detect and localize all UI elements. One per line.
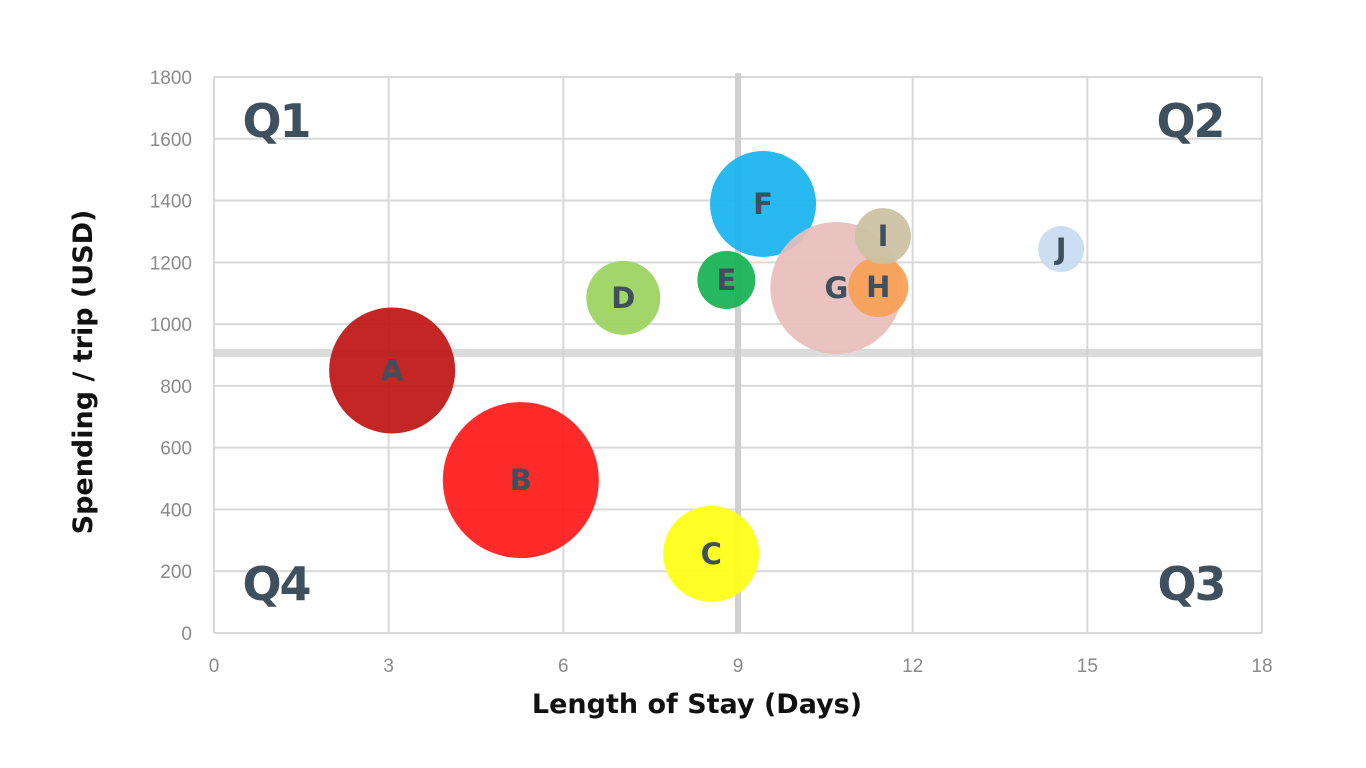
bubble-circle: [586, 260, 661, 335]
bubble-label: J: [1054, 232, 1067, 266]
bubble-label: D: [611, 281, 635, 315]
y-tick-label: 200: [160, 562, 192, 583]
bubble-label: B: [510, 463, 532, 497]
y-tick-label: 0: [181, 624, 192, 645]
bubble-label: A: [381, 353, 404, 387]
x-tick-label: 18: [1251, 656, 1272, 677]
bubble-circle: [710, 150, 817, 257]
bubble-f: F: [710, 150, 817, 257]
bubble-d: D: [586, 260, 661, 335]
x-tick-label: 3: [383, 656, 394, 677]
bubble-circle: [442, 402, 599, 559]
quadrant-labels: Q1 Q2 Q3 Q4: [242, 94, 1226, 611]
quadrant-label-q3: Q3: [1157, 557, 1224, 611]
y-tick-label: 600: [160, 439, 192, 460]
x-tick-label: 12: [902, 656, 923, 677]
quadrant-label-q2: Q2: [1156, 94, 1223, 148]
bubble-circle: [854, 208, 911, 265]
x-tick-label: 6: [558, 656, 569, 677]
x-axis-title: Length of Stay (Days): [532, 689, 862, 720]
bubble-j: J: [1038, 226, 1085, 273]
y-tick-label: 800: [160, 377, 192, 398]
bubble-label: I: [878, 219, 889, 253]
bubble-label: F: [753, 187, 773, 221]
quadrant-label-q1: Q1: [242, 94, 309, 148]
y-tick-label: 1600: [150, 130, 192, 151]
bubble-e: E: [697, 250, 756, 309]
x-tick-label: 15: [1077, 656, 1098, 677]
bubbles: A B C D E F G HI J: [329, 150, 1085, 602]
bubble-label: H: [866, 270, 890, 304]
bubble-circle: [329, 307, 456, 434]
x-tick-label: 0: [209, 656, 220, 677]
bubble-h: H: [848, 257, 909, 318]
y-tick-label: 1200: [150, 253, 192, 274]
x-tick-label: 9: [733, 656, 744, 677]
bubble-circle: [848, 257, 909, 318]
bubble-label: C: [701, 537, 722, 571]
quadrant-label-q4: Q4: [242, 557, 309, 611]
bubble-circle: [697, 250, 756, 309]
y-axis-title: Spending / trip (USD): [68, 210, 99, 535]
bubble-a: A: [329, 307, 456, 434]
bubble-label: E: [716, 263, 736, 297]
y-tick-label: 1800: [150, 68, 192, 89]
bubble-circle: [1038, 226, 1085, 273]
y-tick-label: 400: [160, 500, 192, 521]
bubble-b: B: [442, 402, 599, 559]
y-tick-label: 1400: [150, 192, 192, 213]
axis-ticks: 0 200 400 600 800 1000 1200 1400 1600 1800 0 3 6 9 12 1…: [150, 68, 1273, 677]
bubble-i: I: [854, 208, 911, 265]
y-tick-label: 1000: [150, 315, 192, 336]
bubble-circle: [663, 505, 760, 602]
bubble-c: C: [663, 505, 760, 602]
bubble-label: G: [824, 271, 848, 305]
